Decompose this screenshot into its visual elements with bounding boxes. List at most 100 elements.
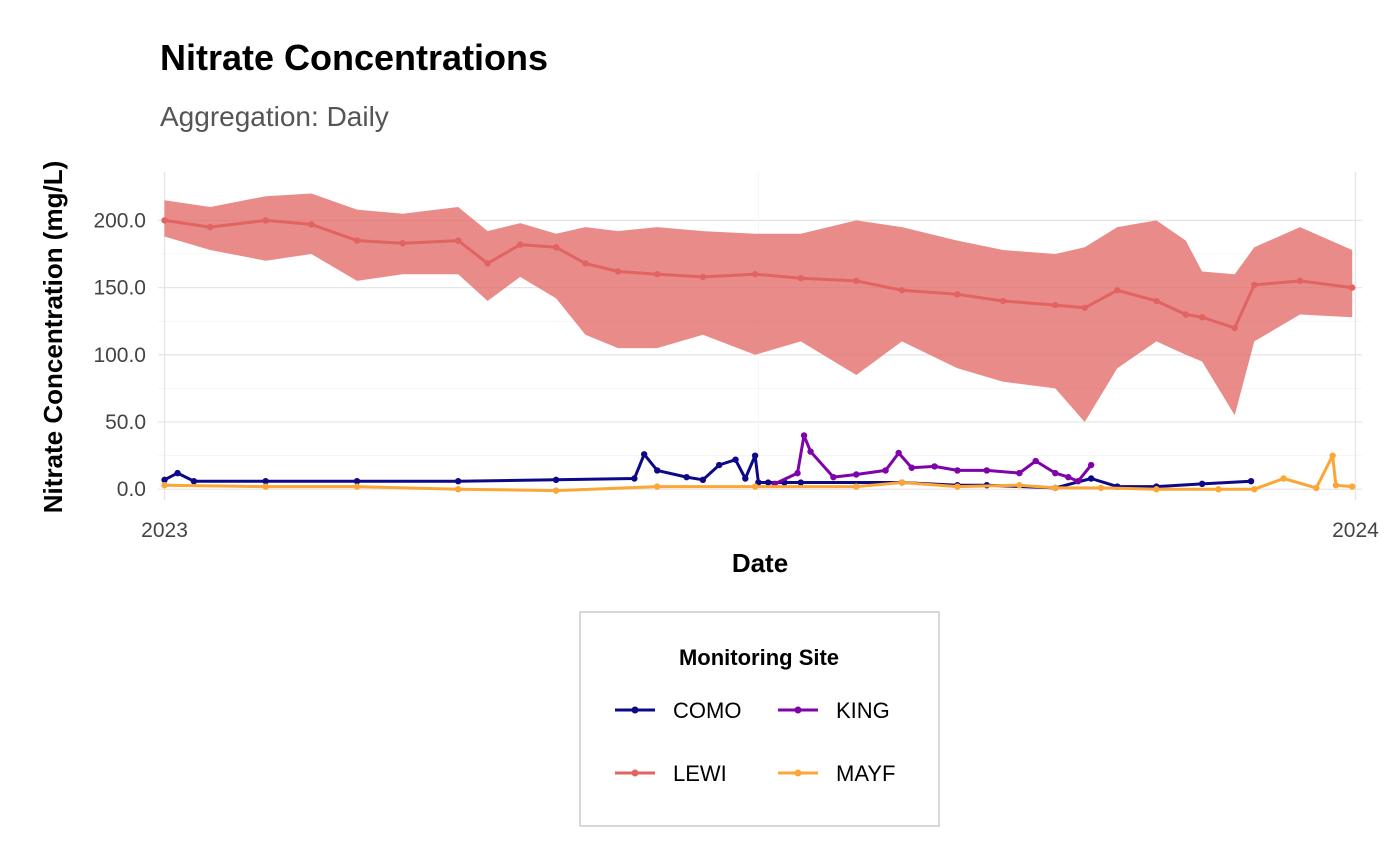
data-point	[1016, 469, 1023, 477]
data-point	[853, 483, 860, 490]
data-point	[983, 467, 990, 474]
data-point	[1153, 297, 1160, 305]
data-point	[308, 221, 315, 228]
data-point	[954, 291, 961, 298]
data-point	[797, 274, 804, 282]
data-point	[764, 479, 772, 486]
data-point	[1215, 486, 1222, 493]
data-point	[1329, 452, 1336, 459]
x-tick-label: 2023	[141, 519, 188, 542]
data-point	[895, 449, 902, 457]
data-point	[1016, 482, 1023, 489]
data-point	[954, 483, 961, 490]
data-point	[454, 237, 462, 244]
data-point	[898, 479, 906, 486]
data-point	[1313, 484, 1320, 492]
data-point	[898, 287, 906, 294]
legend: Monitoring Site COMO KING LEWI MAYF	[579, 611, 940, 827]
data-point	[353, 477, 361, 485]
chart-title: Nitrate Concentrations	[160, 37, 548, 78]
data-point	[654, 270, 661, 278]
data-point	[954, 467, 961, 474]
data-point	[1198, 480, 1206, 488]
legend-items: COMO KING LEWI MAYF	[615, 698, 895, 786]
data-point	[1087, 461, 1095, 469]
data-point	[1251, 281, 1258, 289]
data-point	[190, 477, 198, 485]
data-point	[699, 476, 707, 484]
data-point	[353, 237, 361, 244]
data-point	[999, 297, 1007, 305]
data-point	[631, 475, 638, 482]
data-point	[454, 477, 462, 485]
y-tick-label: 0.0	[117, 478, 146, 501]
y-tick-label: 150.0	[93, 277, 146, 300]
legend-label: LEWI	[673, 761, 727, 786]
legend-item-como: COMO	[615, 698, 741, 723]
data-point	[1097, 484, 1105, 492]
data-point	[1231, 324, 1238, 332]
data-point	[174, 469, 181, 477]
y-tick-label: 200.0	[93, 209, 146, 232]
data-point	[751, 483, 759, 490]
chart-subtitle: Aggregation: Daily	[160, 101, 389, 132]
legend-key-point	[794, 769, 802, 777]
data-point	[1052, 484, 1059, 492]
data-point	[1087, 475, 1095, 482]
y-axis-title: Nitrate Concentration (mg/L)	[38, 161, 68, 513]
data-point	[552, 244, 560, 251]
data-point	[1032, 457, 1039, 465]
x-axis-title: Date	[732, 548, 788, 578]
legend-item-king: KING	[778, 698, 890, 723]
data-point	[742, 475, 749, 482]
data-point	[683, 473, 690, 481]
data-point	[699, 273, 707, 281]
data-point	[1349, 284, 1356, 291]
y-tick-label: 100.0	[93, 344, 146, 367]
data-point	[1081, 304, 1088, 311]
legend-title: Monitoring Site	[679, 645, 839, 670]
legend-key-point	[631, 706, 639, 714]
data-point	[751, 270, 759, 278]
y-axis-ticks: 0.0 50.0 100.0 150.0 200.0	[93, 209, 146, 501]
data-point	[797, 479, 804, 486]
series-layer	[161, 193, 1356, 494]
data-point	[1052, 469, 1059, 477]
data-point	[1280, 475, 1287, 482]
series-king	[771, 432, 1095, 488]
data-point	[908, 464, 915, 471]
data-point	[207, 223, 214, 231]
data-point	[1052, 301, 1059, 309]
data-point	[1296, 277, 1304, 285]
data-point	[800, 432, 808, 439]
data-point	[1247, 477, 1255, 485]
y-tick-label: 50.0	[105, 411, 146, 434]
series-lewi	[161, 193, 1356, 422]
data-point	[353, 483, 361, 490]
legend-item-lewi: LEWI	[615, 761, 727, 786]
x-axis-ticks: 2023 2024	[141, 519, 1379, 542]
data-point	[1153, 486, 1160, 493]
data-point	[161, 217, 168, 224]
data-point	[552, 487, 560, 494]
legend-item-mayf: MAYF	[778, 761, 895, 786]
data-point	[161, 482, 168, 489]
data-point	[931, 463, 938, 470]
data-point	[454, 486, 462, 493]
data-point	[654, 467, 661, 474]
data-point	[262, 217, 269, 224]
x-tick-label: 2024	[1332, 519, 1379, 542]
series-range-band	[164, 193, 1353, 422]
data-point	[552, 476, 560, 484]
data-point	[1198, 313, 1206, 321]
legend-label: COMO	[673, 698, 741, 723]
legend-box	[579, 611, 940, 827]
data-point	[1065, 473, 1072, 481]
data-point	[1182, 311, 1190, 318]
legend-label: KING	[836, 698, 890, 723]
data-point	[1074, 477, 1082, 485]
data-point	[1332, 482, 1340, 489]
data-point	[516, 241, 524, 248]
data-point	[732, 456, 739, 463]
legend-label: MAYF	[836, 761, 895, 786]
